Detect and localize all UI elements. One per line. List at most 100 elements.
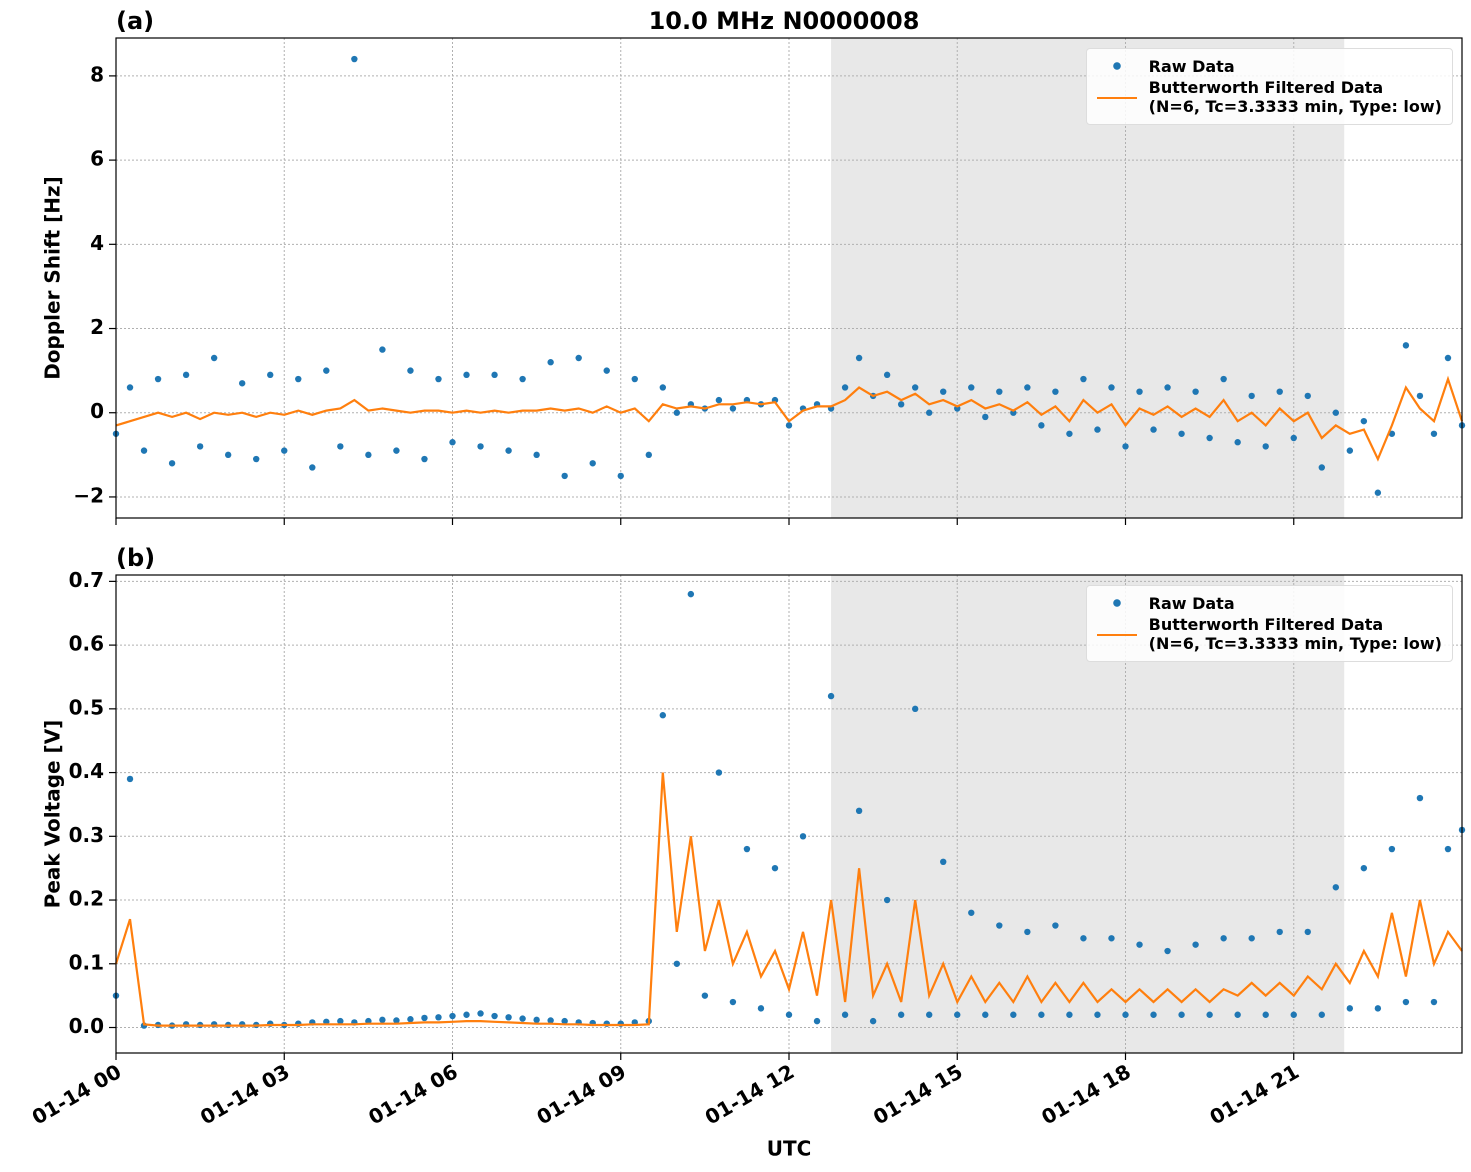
x-tick-label: 01-14 06: [364, 1059, 462, 1129]
data-point: [954, 1011, 961, 1018]
data-point: [337, 1017, 344, 1025]
data-point: [715, 769, 723, 776]
x-tick-label: 01-14 00: [28, 1059, 126, 1129]
data-point: [1024, 928, 1031, 936]
x-tick-label: 01-14 15: [869, 1059, 967, 1129]
data-point: [1122, 1011, 1129, 1018]
filtered-line: [114, 772, 1463, 1027]
data-point: [505, 447, 512, 454]
data-point: [477, 443, 484, 450]
data-point: [799, 833, 807, 840]
data-point: [393, 447, 400, 454]
y-tick-label: −2: [73, 483, 104, 507]
data-point: [1150, 1011, 1157, 1018]
data-point: [1024, 384, 1031, 391]
data-point: [841, 1011, 849, 1018]
data-point: [533, 451, 540, 459]
data-point: [1388, 430, 1396, 437]
y-axis-label: Peak Voltage [V]: [41, 720, 65, 909]
y-tick-label: 0.0: [69, 1014, 104, 1038]
legend: Raw Data Butterworth Filtered Data (N=6, …: [1085, 585, 1453, 662]
data-point: [210, 354, 218, 362]
data-point: [1108, 935, 1115, 942]
legend-symbol: [1096, 594, 1137, 612]
data-point: [449, 1012, 456, 1020]
data-point: [996, 388, 1003, 395]
data-point: [841, 384, 849, 391]
data-point: [393, 1017, 400, 1024]
legend-label: Raw Data: [1148, 57, 1235, 76]
data-point: [1080, 375, 1087, 383]
data-point: [743, 845, 751, 853]
y-tick-label: 0.6: [69, 632, 104, 656]
data-point: [1038, 422, 1045, 429]
data-point: [785, 422, 793, 429]
data-point: [1122, 443, 1129, 450]
data-point: [281, 447, 288, 454]
data-point: [954, 405, 961, 412]
data-point: [1262, 443, 1269, 450]
y-tick-label: 0.5: [69, 695, 104, 719]
data-point: [267, 371, 274, 379]
data-point: [449, 439, 456, 446]
y-tick-label: 0: [90, 399, 104, 423]
y-tick-label: 0.3: [69, 823, 104, 847]
data-point: [996, 922, 1003, 929]
data-point: [407, 367, 414, 374]
data-point: [1052, 922, 1059, 929]
data-point: [1332, 884, 1340, 891]
data-point: [1010, 1011, 1017, 1018]
data-point: [1066, 1011, 1073, 1018]
data-point: [421, 1014, 428, 1022]
data-point: [575, 354, 582, 362]
data-point: [126, 775, 134, 783]
data-point: [337, 443, 344, 450]
data-point: [1374, 489, 1382, 496]
data-point: [491, 1012, 498, 1020]
legend-entry: Raw Data: [1096, 594, 1442, 613]
data-point: [1248, 935, 1255, 942]
data-point: [617, 472, 624, 480]
data-point: [1164, 384, 1171, 391]
data-point: [1416, 392, 1424, 400]
data-point: [1318, 464, 1325, 471]
data-point: [1346, 1005, 1354, 1012]
y-axis-label: Doppler Shift [Hz]: [41, 176, 65, 380]
data-point: [1388, 845, 1396, 853]
legend-label: Raw Data: [1148, 594, 1235, 613]
data-point: [1318, 1011, 1325, 1018]
data-point: [1080, 935, 1087, 942]
legend-symbol: [1096, 57, 1137, 75]
data-point: [1136, 388, 1143, 395]
data-point: [182, 371, 190, 379]
data-point: [673, 960, 681, 967]
data-point: [757, 1005, 765, 1012]
y-tick-label: 6: [90, 147, 104, 171]
data-point: [1150, 426, 1157, 433]
data-point: [351, 55, 358, 63]
data-point: [982, 1011, 989, 1018]
data-point: [1066, 430, 1073, 437]
data-point: [477, 1010, 484, 1017]
data-point: [771, 864, 779, 872]
data-point: [407, 1016, 414, 1023]
data-point: [687, 590, 695, 598]
data-point: [323, 367, 330, 374]
data-point: [1430, 430, 1438, 437]
data-point: [855, 354, 863, 362]
data-point: [253, 455, 260, 463]
data-point: [589, 460, 596, 467]
data-point: [1052, 388, 1059, 395]
legend-label: Butterworth Filtered Data (N=6, Tc=3.333…: [1148, 78, 1442, 116]
data-point: [1444, 354, 1452, 362]
x-tick-label: 01-14 03: [196, 1059, 294, 1129]
data-point: [926, 409, 933, 416]
data-point: [631, 375, 638, 383]
data-point: [421, 455, 428, 463]
x-axis-label: UTC: [767, 1137, 812, 1161]
data-point: [1164, 947, 1171, 955]
data-point: [926, 1011, 933, 1018]
data-point: [1136, 941, 1143, 948]
data-point: [883, 896, 891, 904]
